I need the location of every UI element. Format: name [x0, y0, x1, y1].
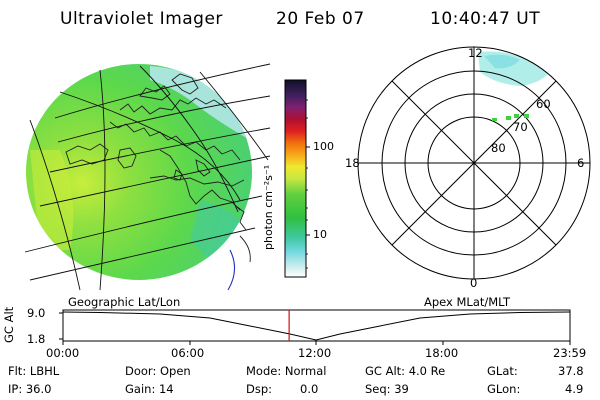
- glon-label: GLon:: [487, 382, 521, 396]
- mlt-label-left: 18: [345, 156, 360, 170]
- polar-plot: [357, 46, 591, 280]
- glat-label: GLat:: [487, 364, 518, 378]
- time-label: 10:40:47 UT: [430, 9, 541, 29]
- graticule: [24, 63, 271, 291]
- color-scale-bar: [284, 79, 310, 278]
- lat-label-80: 80: [491, 141, 506, 155]
- mlt-label-right: 6: [577, 156, 585, 170]
- altitude-plot: [59, 309, 571, 345]
- dsp-value: 0.0: [300, 382, 319, 396]
- ip-status: IP: 36.0: [8, 382, 52, 396]
- seq-status: Seq: 39: [365, 382, 409, 396]
- lat-label-70: 70: [513, 120, 528, 134]
- altitude-ytick-9: 9.0: [27, 306, 46, 320]
- colorbar-tick-100: 100: [313, 140, 334, 153]
- altitude-ytick-1-8: 1.8: [27, 332, 46, 346]
- date-label: 20 Feb 07: [276, 9, 365, 29]
- altitude-xtick-1800: 18:00: [425, 346, 459, 360]
- glon-value: 4.9: [565, 382, 584, 396]
- left-panel-label: Geographic Lat/Lon: [68, 295, 181, 309]
- instrument-title: Ultraviolet Imager: [60, 9, 223, 29]
- colorbar-tick-10: 10: [313, 228, 327, 241]
- gc-alt-status: GC Alt: 4.0 Re: [365, 364, 446, 378]
- altitude-xtick-0000: 00:00: [46, 346, 80, 360]
- mlt-label-bottom: 0: [470, 276, 478, 290]
- gain-status: Gain: 14: [125, 382, 174, 396]
- altitude-xtick-1200: 12:00: [298, 346, 332, 360]
- altitude-axis-title: GC Alt: [2, 306, 16, 343]
- mode-status: Mode: Normal: [246, 364, 327, 378]
- door-status: Door: Open: [125, 364, 191, 378]
- earth-image: [24, 63, 271, 291]
- lat-label-60: 60: [536, 97, 551, 111]
- glat-value: 37.8: [558, 364, 584, 378]
- right-panel-label: Apex MLat/MLT: [424, 295, 511, 309]
- filter-status: Flt: LBHL: [8, 364, 60, 378]
- mlt-label-top: 12: [468, 46, 483, 60]
- colorbar-unit-label: photon cm⁻²s⁻¹: [262, 164, 275, 250]
- dsp-label: Dsp:: [246, 382, 273, 396]
- altitude-xtick-2359: 23:59: [553, 346, 587, 360]
- auroral-points: [492, 114, 529, 121]
- altitude-xtick-0600: 06:00: [171, 346, 205, 360]
